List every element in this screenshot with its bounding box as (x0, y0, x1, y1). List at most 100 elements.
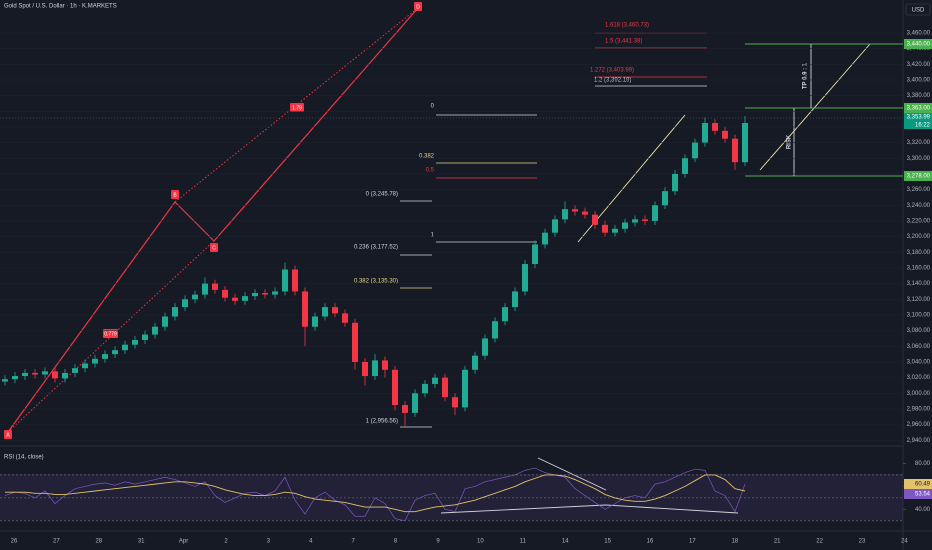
label-box (210, 243, 218, 252)
candle-body (732, 138, 738, 163)
x-tick-label: 24 (901, 539, 908, 545)
rsi-trendline (440, 504, 607, 514)
candle-body (552, 219, 558, 233)
y-tick-label: 3,160.00 (907, 266, 931, 272)
x-tick-label: 28 (95, 539, 102, 545)
candle-body (452, 397, 458, 408)
y-tick-label: 2,980.00 (907, 407, 931, 413)
candle-body (492, 321, 498, 339)
pattern-ratio: 1.79 (292, 105, 302, 111)
reward-label: TP 0.9 : 1 (803, 62, 809, 89)
candle-body (182, 299, 188, 308)
candle-body (302, 291, 308, 327)
candle-body (202, 283, 208, 295)
x-tick-label: 8 (394, 539, 398, 545)
fib-label: 0.382 (3,135.30) (354, 279, 398, 285)
candle-body (412, 393, 418, 413)
candle-body (352, 322, 358, 362)
x-tick-label: 2 (224, 539, 228, 545)
candle-body (632, 219, 638, 223)
y-tick-label: 3,220.00 (907, 219, 931, 225)
label-box (4, 430, 12, 439)
candle-body (122, 344, 128, 351)
x-tick-label: 27 (53, 539, 60, 545)
rsi-tick-label: 40.00 (915, 507, 931, 513)
y-tick-label: 3,440.00 (907, 46, 931, 52)
fib-label: 1 (431, 233, 435, 239)
label-box (171, 190, 179, 199)
candle-body (462, 369, 468, 408)
y-tick-label: 2,940.00 (907, 438, 931, 444)
candle-body (312, 316, 318, 327)
y-tick-label: 3,100.00 (907, 313, 931, 319)
y-tick-label: 2,960.00 (907, 422, 931, 428)
candle-body (642, 219, 648, 221)
pattern-point: A (6, 432, 10, 438)
x-tick-label: 18 (731, 539, 738, 545)
candle-body (22, 372, 28, 377)
y-tick-label: 3,060.00 (907, 344, 931, 350)
candle-body (512, 291, 518, 308)
risk-label: RISK (787, 134, 793, 149)
x-tick-label: 21 (774, 539, 781, 545)
x-tick-label: 9 (436, 539, 440, 545)
pattern-point: B (173, 192, 177, 198)
candle-body (392, 369, 398, 406)
chart-title: Gold Spot / U.S. Dollar · 1h · K.MARKETS (4, 4, 117, 10)
tp-price: 3,440.00 (907, 42, 931, 48)
marks: 3,460.00 3,440.00 3,420.00 3,400.00 3,380.00… (0, 30, 931, 545)
candle-body (672, 173, 678, 192)
candle-body (262, 293, 268, 295)
candle-body (272, 291, 278, 295)
label-box (103, 329, 118, 338)
badge (904, 113, 932, 129)
y-tick-label: 3,420.00 (907, 62, 931, 68)
entry-price: 3,363.00 (907, 106, 931, 112)
candle-body (712, 123, 718, 131)
candle-body (602, 224, 608, 233)
candle-body (382, 360, 388, 370)
x-tick-label: 4 (309, 539, 313, 545)
candle-body (82, 363, 88, 369)
fib-label: 1.2 (3,392.19) (594, 78, 631, 84)
currency: USD (912, 8, 925, 14)
badge (904, 171, 932, 181)
y-tick-label: 3,000.00 (907, 391, 931, 397)
fib-label: 1 (2,956.56) (366, 419, 398, 425)
candle-body (12, 376, 18, 380)
candle-body (652, 205, 658, 221)
candle-body (522, 264, 528, 292)
candle-body (612, 228, 618, 233)
candle-body (132, 340, 138, 345)
x-tick-label: 26 (11, 539, 18, 545)
candle-body (162, 316, 168, 327)
candle-body (42, 371, 48, 375)
candle-body (402, 405, 408, 413)
rsi-title: RSI (14, close) (4, 455, 44, 461)
x-tick-label: 23 (859, 539, 866, 545)
badge (904, 39, 932, 49)
candle-body (242, 296, 248, 301)
candle-body (172, 307, 178, 317)
x-tick-label: 3 (267, 539, 271, 545)
label-box (414, 2, 422, 11)
label-box (290, 103, 304, 112)
currency-button[interactable] (905, 3, 931, 16)
price-badges: 3,440.00 3,363.00 3,353.99 16:22 3,278.0… (904, 39, 932, 499)
candle-body (102, 354, 108, 359)
pattern-legs (7, 7, 419, 433)
candle-body (482, 338, 488, 356)
candle-body (622, 222, 628, 229)
y-tick-label: 3,300.00 (907, 156, 931, 162)
candle-body (192, 294, 198, 300)
badge (904, 479, 932, 489)
x-tick-label: 11 (520, 539, 527, 545)
y-tick-label: 3,040.00 (907, 360, 931, 366)
rsi-ma-last: 60.49 (915, 482, 931, 488)
candle-body (292, 269, 298, 292)
y-tick-label: 3,120.00 (907, 297, 931, 303)
rsi-last: 53.54 (915, 492, 931, 498)
candle-body (682, 158, 688, 174)
